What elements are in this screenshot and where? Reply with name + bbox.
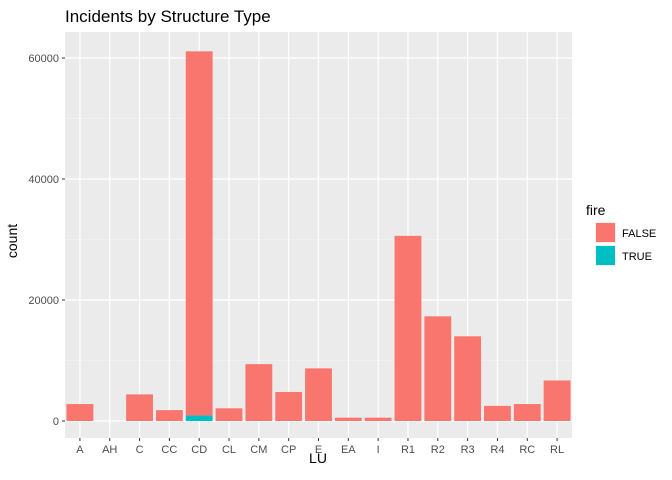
x-tick-label: A [76, 444, 84, 456]
y-axis-title: count [4, 224, 20, 258]
y-tick-label: 60000 [28, 53, 59, 65]
bar-R2-FALSE [424, 316, 452, 421]
x-tick-label: C [136, 444, 144, 456]
legend: fire FALSE TRUE [586, 202, 656, 266]
x-tick-label: E [315, 444, 322, 456]
legend-title: fire [586, 202, 606, 218]
x-tick-label: R3 [461, 444, 475, 456]
bar-CM-FALSE [245, 364, 273, 421]
x-tick-label: RL [550, 444, 564, 456]
bar-CD-TRUE [185, 415, 213, 421]
x-tick-label: EA [341, 444, 356, 456]
y-tick-label: 40000 [28, 174, 59, 186]
bar-C-FALSE [126, 394, 153, 421]
bar-CL-FALSE [215, 408, 243, 421]
x-tick-label: I [377, 444, 380, 456]
x-tick-label: CC [161, 444, 177, 456]
bar-EA-FALSE [334, 417, 362, 421]
bar-RL-FALSE [543, 380, 571, 421]
bar-R3-FALSE [454, 336, 482, 421]
x-tick-label: R2 [431, 444, 445, 456]
bar-RC-FALSE [513, 404, 541, 421]
legend-label-TRUE: TRUE [622, 251, 652, 263]
legend-key-FALSE [596, 223, 615, 242]
x-tick-label: RC [519, 444, 535, 456]
bar-A-FALSE [66, 404, 94, 421]
bars [66, 51, 571, 421]
bar-I-FALSE [364, 417, 392, 421]
x-axis-title: LU [309, 450, 327, 466]
legend-label-FALSE: FALSE [622, 228, 656, 240]
x-tick-label: R4 [490, 444, 504, 456]
chart-title: Incidents by Structure Type [65, 7, 271, 26]
x-tick-label: CM [250, 444, 267, 456]
x-tick-label: CP [281, 444, 296, 456]
y-tick-label: 0 [53, 416, 59, 428]
legend-key-TRUE [596, 246, 615, 265]
bar-R1-FALSE [394, 235, 422, 421]
x-axis: A AH C CC CD CL CM CP E EA I R1 R2 R3 R4 RC RL [76, 438, 564, 456]
y-tick-label: 20000 [28, 295, 59, 307]
x-tick-label: CD [191, 444, 207, 456]
bar-CP-FALSE [275, 391, 303, 421]
bar-E-FALSE [305, 368, 332, 421]
bar-CC-FALSE [155, 410, 183, 421]
x-tick-label: R1 [401, 444, 415, 456]
x-tick-label: AH [102, 444, 117, 456]
y-axis: 0 20000 40000 60000 [28, 53, 65, 428]
bar-R4-FALSE [484, 405, 511, 421]
x-tick-label: CL [222, 444, 236, 456]
bar-CD-FALSE [185, 51, 213, 416]
